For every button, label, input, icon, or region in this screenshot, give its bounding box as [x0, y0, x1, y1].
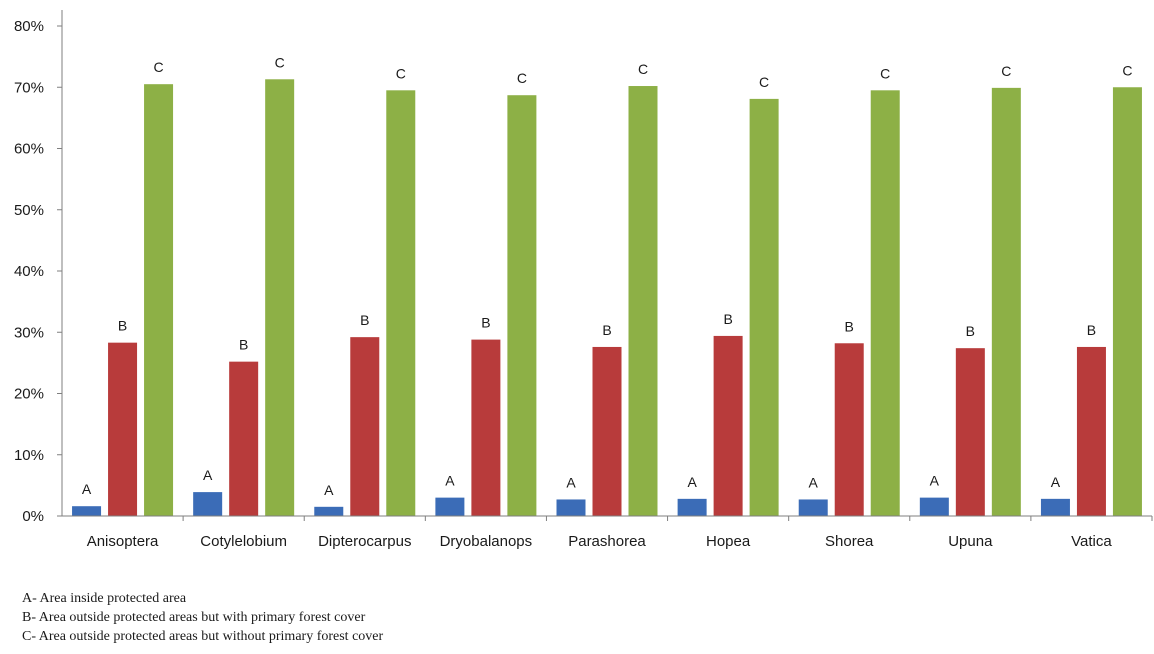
bar-c: [628, 86, 658, 517]
y-tick-label: 30%: [14, 324, 44, 341]
bar-label-a: A: [809, 474, 819, 490]
bar-label-c: C: [638, 61, 648, 77]
bar-a: [1040, 498, 1070, 516]
legend-note-a: A- Area inside protected area: [22, 591, 187, 606]
bar-a: [435, 497, 465, 516]
bar-label-b: B: [966, 323, 975, 339]
bar-label-a: A: [82, 481, 92, 497]
bar-c: [265, 79, 295, 516]
bar-c: [144, 84, 174, 516]
y-tick-label: 0%: [22, 508, 44, 525]
bar-b: [955, 348, 985, 516]
bar-label-c: C: [396, 65, 406, 81]
y-tick-label: 50%: [14, 202, 44, 219]
bar-label-b: B: [118, 318, 127, 334]
category-label: Anisoptera: [87, 533, 159, 550]
bar-b: [592, 346, 622, 516]
bar-a: [314, 506, 344, 516]
bar-a: [677, 498, 707, 516]
category-label: Dryobalanops: [440, 533, 533, 550]
bar-label-a: A: [324, 482, 334, 498]
legend-note-c: C- Area outside protected areas but with…: [22, 629, 384, 644]
bar-b: [1076, 346, 1106, 516]
category-label: Parashorea: [568, 533, 646, 550]
bar-label-b: B: [602, 322, 611, 338]
bar-label-b: B: [239, 337, 248, 353]
bar-label-c: C: [275, 54, 285, 70]
bar-b: [713, 335, 743, 516]
bar-a: [919, 497, 949, 516]
bar-label-c: C: [1001, 63, 1011, 79]
bar-c: [1112, 87, 1142, 516]
data-labels: A B C A B C A B C A B C A B C A B C A B C A B C A B C: [82, 54, 1133, 498]
y-tick-label: 20%: [14, 386, 44, 403]
bar-label-a: A: [566, 474, 576, 490]
bar-label-b: B: [1087, 322, 1096, 338]
y-tick-label: 10%: [14, 447, 44, 464]
bar-label-c: C: [880, 65, 890, 81]
bar-label-c: C: [517, 70, 527, 86]
bar-b: [471, 339, 501, 516]
bar-c: [386, 90, 416, 516]
y-tick-label: 40%: [14, 263, 44, 280]
bar-a: [72, 506, 102, 516]
bar-b: [834, 343, 864, 516]
bar-b: [108, 342, 138, 516]
category-label: Dipterocarpus: [318, 533, 411, 550]
bar-a: [193, 492, 223, 516]
bar-label-b: B: [360, 312, 369, 328]
bar-a: [556, 499, 586, 516]
bar-a: [798, 499, 828, 516]
category-label: Upuna: [948, 533, 993, 550]
bar-c: [749, 98, 779, 516]
bar-c: [991, 87, 1021, 517]
bar-label-a: A: [445, 473, 455, 489]
bar-label-b: B: [481, 315, 490, 331]
y-tick-label: 80%: [14, 18, 44, 35]
x-axis: Anisoptera Cotylelobium Dipterocarpus Dryob…: [62, 515, 1153, 550]
legend-notes: A- Area inside protected area B- Area ou…: [22, 589, 383, 646]
legend-note-b: B- Area outside protected areas but with…: [22, 610, 366, 625]
y-axis: 0% 10% 20% 30% 40% 50% 60% 70% 80%: [14, 10, 63, 525]
bar-c: [870, 90, 900, 516]
category-label: Shorea: [825, 533, 874, 550]
category-label: Vatica: [1071, 533, 1112, 550]
bar-chart: 0%10%20%30%40%50%60%70%80% ABCABCABCABCA…: [14, 10, 1153, 550]
category-label: Hopea: [706, 533, 751, 550]
bar-b: [350, 337, 380, 516]
bar-c: [507, 95, 537, 517]
bar-label-c: C: [153, 59, 163, 75]
y-tick-label: 60%: [14, 141, 44, 158]
bar-label-b: B: [845, 318, 854, 334]
bar-label-c: C: [1122, 62, 1132, 78]
bar-label-c: C: [759, 74, 769, 90]
category-label: Cotylelobium: [200, 533, 287, 550]
bar-label-b: B: [723, 311, 732, 327]
bar-b: [229, 361, 259, 516]
bar-label-a: A: [203, 467, 213, 483]
bar-label-a: A: [930, 473, 940, 489]
bar-label-a: A: [687, 474, 697, 490]
bars: [72, 79, 1142, 517]
bar-label-a: A: [1051, 474, 1061, 490]
y-tick-label: 70%: [14, 79, 44, 96]
